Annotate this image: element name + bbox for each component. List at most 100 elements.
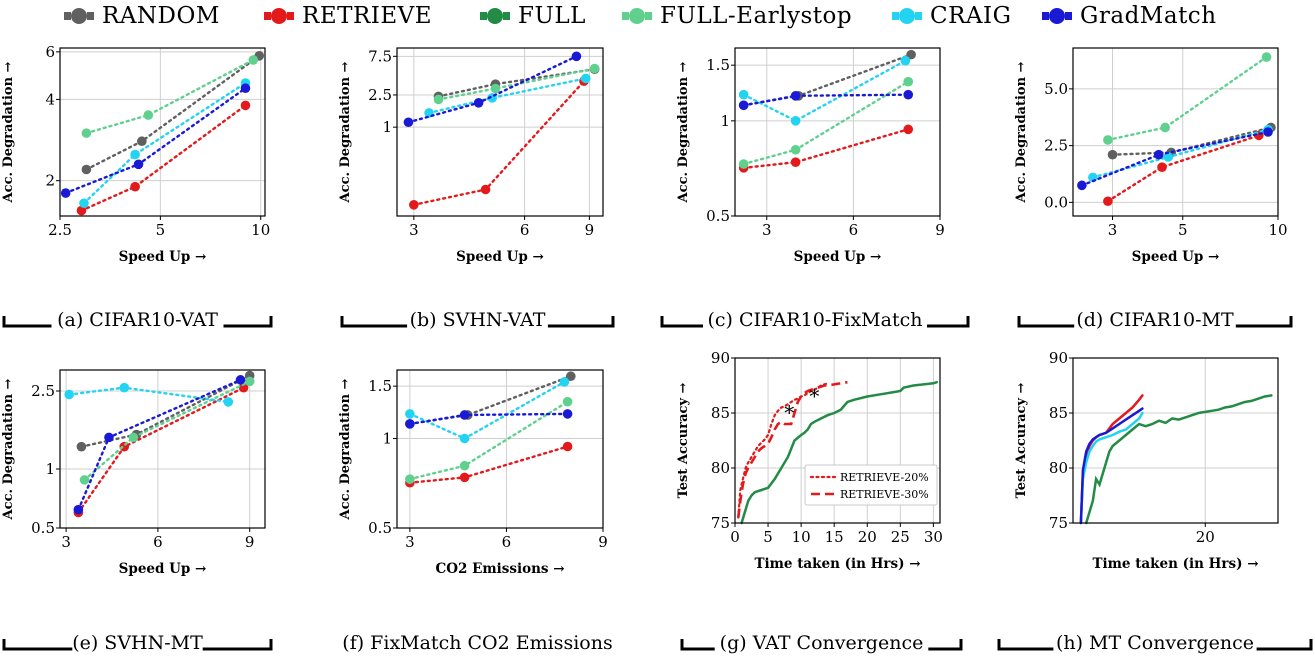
legend-item-gradmatch: GradMatch	[1040, 2, 1217, 30]
data-point-craig	[790, 116, 801, 126]
y-tick-label: 80	[1049, 459, 1068, 477]
data-point-gradmatch	[235, 375, 246, 385]
series-line-retrieve	[742, 128, 910, 170]
data-point-full-earlystop	[81, 128, 92, 138]
series-random	[1107, 122, 1276, 160]
x-tick-label: 0	[730, 528, 740, 546]
caption-bracket-right	[223, 316, 273, 328]
y-tick-label: 5.0	[1044, 80, 1068, 98]
series-full-earlystop	[738, 76, 914, 169]
data-point-full-earlystop	[459, 460, 470, 471]
data-point-craig	[581, 73, 591, 84]
data-point-retrieve	[409, 200, 419, 210]
grid-lines	[1073, 48, 1279, 216]
data-point-random	[76, 441, 87, 452]
series-retrieve-30	[737, 380, 848, 518]
data-point-retrieve	[240, 100, 251, 111]
series-line-random	[742, 53, 913, 107]
y-tick-label: 75	[1049, 514, 1068, 532]
legend-bar-left	[64, 12, 71, 20]
data-point-random	[566, 371, 576, 382]
x-tick-label: 5	[763, 528, 773, 546]
caption-bracket-left	[660, 316, 703, 328]
y-tick-label: 80	[711, 459, 730, 477]
x-tick-label: 9	[245, 533, 255, 551]
y-tick-label: 90	[1049, 349, 1068, 367]
series-gradmatch	[405, 409, 573, 429]
series-line-retrieve	[1106, 134, 1261, 203]
x-axis-label: Speed Up →	[456, 249, 544, 265]
series-line-full	[1084, 394, 1273, 525]
data-point-full-earlystop	[790, 144, 801, 155]
caption-a: (a) CIFAR10-VAT	[2, 309, 273, 331]
series-retrieve	[76, 100, 251, 216]
x-tick-label: 3	[405, 533, 415, 551]
data-point-full-earlystop	[589, 63, 600, 74]
chart-b-svhn-vat: 3 6 9 1 2.5 7.5 Speed Up → Acc. Degradation →	[338, 47, 604, 265]
y-tick-label: 2.5	[1044, 137, 1068, 155]
y-axis-label: Acc. Degradation →	[338, 378, 353, 520]
data-point-gradmatch	[790, 91, 801, 101]
caption-bracket-right	[1235, 316, 1293, 328]
chart-d-cifar10-mt: 3 5 10 0.0 2.5 5.0 Speed Up → Acc. Degradation …	[1014, 47, 1288, 265]
x-tick-label: 15	[825, 528, 844, 546]
data-point-craig	[223, 397, 234, 407]
x-tick-label: 6	[520, 221, 530, 239]
caption-bracket-left	[680, 639, 715, 651]
legend-bar-left	[622, 12, 629, 20]
x-tick-label: 9	[598, 533, 608, 551]
figure-legend: RANDOM RETRIEVE FULL FULL-Earlystop CRAIG Gra…	[40, 0, 1300, 34]
data-point-craig	[1163, 152, 1174, 162]
series-gradmatch	[1079, 407, 1144, 525]
x-tick-label: 20	[1196, 528, 1215, 546]
plot-frame	[734, 357, 941, 524]
series-gradmatch	[738, 89, 914, 111]
data-point-full-earlystop	[143, 110, 154, 120]
annotation-star: *	[784, 401, 794, 425]
x-tick-label: 9	[935, 221, 945, 239]
caption-text: (h) MT Convergence	[1056, 632, 1254, 654]
data-point-random	[906, 49, 916, 60]
y-tick-label: 0.5	[706, 207, 730, 225]
y-tick-label: 2.5	[368, 86, 392, 104]
series-line-retrieve-30	[737, 380, 848, 518]
legend-dot	[71, 8, 87, 24]
grid-lines	[1073, 357, 1278, 524]
data-point-full-earlystop	[128, 432, 139, 443]
x-tick-label: 3	[762, 221, 772, 239]
legend-bar-right	[87, 12, 94, 20]
x-tick-label: 5	[156, 221, 166, 239]
legend-marker-full-earlystop	[622, 8, 652, 24]
legend-label-random: RANDOM	[102, 3, 220, 29]
series-full	[1084, 394, 1273, 525]
y-tick-label: 1	[720, 112, 730, 130]
y-axis-label: Acc. Degradation →	[1, 378, 16, 520]
x-tick-label: 6	[502, 533, 512, 551]
data-point-full-earlystop	[248, 55, 259, 65]
y-tick-label: 2.5	[31, 382, 55, 400]
series-retrieve	[1103, 130, 1264, 207]
legend-item-retrieve: RETRIEVE	[262, 2, 432, 30]
y-tick-label: 7.5	[368, 47, 392, 65]
data-point-full-earlystop	[1261, 52, 1272, 62]
data-point-full-earlystop	[562, 396, 573, 407]
data-point-craig	[738, 89, 749, 100]
plot-frame	[1072, 47, 1279, 217]
caption-text: (d) CIFAR10-MT	[1076, 309, 1234, 331]
data-point-gradmatch	[1153, 149, 1164, 160]
legend-dot	[1049, 8, 1065, 24]
data-point-full-earlystop	[738, 159, 749, 169]
legend-bar-right	[915, 12, 922, 20]
data-point-full-earlystop	[79, 475, 90, 485]
data-point-full-earlystop	[405, 474, 415, 484]
data-point-craig	[900, 55, 911, 66]
plot-frame	[734, 47, 941, 217]
x-tick-label: 10	[792, 528, 811, 546]
data-point-gradmatch	[104, 432, 114, 443]
data-point-retrieve	[238, 382, 249, 393]
plot-frame	[59, 369, 266, 529]
series-craig	[1079, 411, 1144, 525]
series-line-full-earlystop	[1106, 55, 1268, 142]
x-axis-label: CO2 Emissions →	[435, 561, 564, 577]
plot-frame	[59, 47, 266, 217]
